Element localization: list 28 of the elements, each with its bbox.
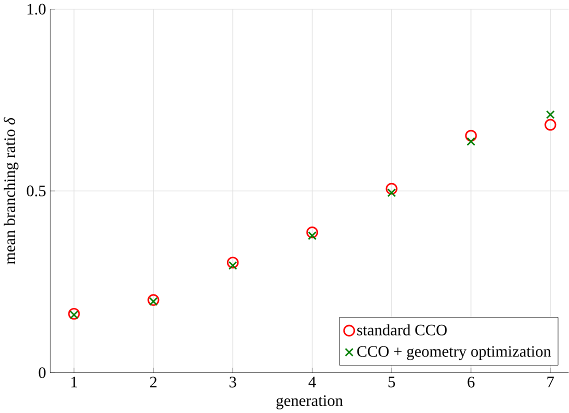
y-tick-label: 1.0 [28, 4, 46, 15]
y-tick-label: 0 [38, 367, 46, 378]
x-tick-label: 7 [547, 376, 554, 388]
point [68, 308, 80, 320]
point [226, 256, 239, 268]
y-axis-title: mean branching ratio δ [4, 117, 18, 264]
point [228, 261, 238, 270]
point [70, 310, 78, 320]
point [306, 226, 318, 238]
y-tick-label: 0.5 [26, 186, 46, 196]
legend-label: standard CCO [357, 324, 447, 336]
point [386, 182, 398, 195]
point [387, 188, 396, 198]
x-tick-label: 2 [150, 376, 157, 388]
point [148, 294, 160, 306]
x-tick-label: 4 [308, 376, 316, 388]
point [544, 118, 556, 131]
x-tick-label: 6 [468, 376, 475, 388]
point [149, 297, 158, 306]
point [466, 137, 476, 146]
point [465, 130, 477, 142]
x-tick-label: 5 [388, 376, 395, 388]
point [308, 231, 317, 240]
x-axis-title: generation [276, 395, 343, 410]
x-tick-label: 1 [71, 376, 78, 388]
x-tick-label: 3 [230, 376, 236, 388]
legend-label: CCO + geometry optimization [357, 346, 551, 360]
point [546, 110, 555, 119]
